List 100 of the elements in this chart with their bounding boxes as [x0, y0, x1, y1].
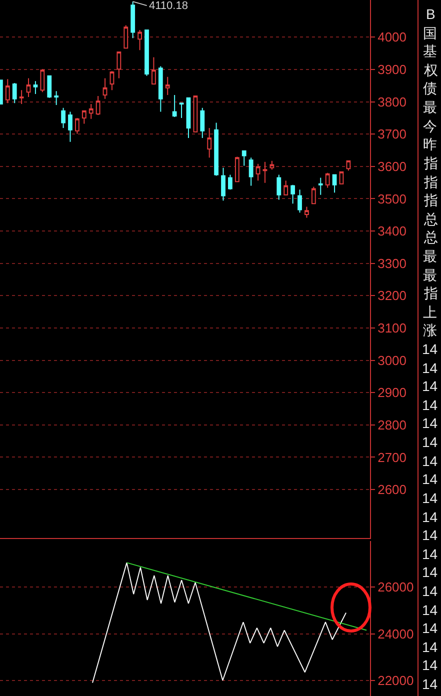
y-tick-label: 2800 — [378, 417, 407, 432]
candlestick — [144, 30, 149, 76]
candlestick — [179, 102, 184, 118]
y-tick-label: 3300 — [378, 256, 407, 271]
candlestick — [311, 186, 316, 204]
candlestick — [346, 160, 351, 172]
text: 总 — [423, 211, 438, 227]
candlestick — [256, 163, 260, 182]
y-tick-label: 3600 — [378, 158, 407, 174]
candlestick — [325, 172, 330, 188]
candlestick — [68, 111, 72, 142]
candlestick — [234, 156, 240, 182]
text: 最 — [423, 267, 437, 283]
text: 基 — [423, 43, 437, 59]
y-tick-label: 3000 — [378, 352, 407, 368]
candlestick — [96, 95, 100, 116]
candlestick — [75, 117, 80, 134]
candlestick — [61, 107, 66, 128]
text: 14 — [422, 583, 438, 599]
text: 14 — [422, 490, 438, 506]
candlestick — [130, 1, 136, 39]
candlestick — [124, 24, 128, 49]
text: 总 — [423, 229, 438, 245]
candlestick — [138, 30, 142, 51]
text: 最 — [423, 99, 437, 115]
candlestick — [276, 174, 282, 200]
candlestick — [102, 78, 108, 100]
text: 债 — [423, 80, 437, 96]
text: 今 — [423, 118, 437, 134]
candlestick — [262, 161, 268, 184]
text: 14 — [422, 564, 438, 580]
text: 最 — [423, 248, 437, 264]
candlestick — [270, 160, 274, 170]
text: 14 — [422, 415, 438, 431]
text: 指 — [423, 192, 438, 208]
candlestick — [26, 78, 31, 98]
candlestick — [214, 122, 218, 176]
candlestick — [242, 150, 246, 166]
text: 14 — [422, 378, 438, 394]
text: 14 — [422, 397, 438, 413]
y-tick-label: 24000 — [378, 626, 414, 642]
y-tick-label: 3900 — [378, 62, 407, 78]
candlestick — [158, 66, 163, 112]
text: 上 — [423, 304, 437, 320]
y-tick-label: 3500 — [378, 191, 407, 206]
candlestick — [172, 94, 177, 118]
candlestick — [110, 70, 114, 91]
y-tick-label: 3800 — [378, 94, 407, 110]
candlestick — [284, 180, 288, 196]
y-tick-label: 4000 — [378, 30, 407, 45]
candlestick — [332, 174, 337, 194]
text: 14 — [422, 527, 438, 543]
text: 14 — [422, 602, 438, 618]
candlestick — [290, 184, 295, 204]
line-series — [92, 562, 347, 684]
text: 14 — [422, 657, 438, 673]
y-tick-label: 26000 — [378, 580, 414, 595]
text: 14 — [422, 360, 438, 376]
text: 涨 — [423, 322, 437, 338]
candlestick — [318, 177, 323, 196]
text: 指 — [423, 285, 438, 301]
text: 14 — [422, 676, 438, 692]
text: 14 — [422, 639, 438, 655]
y-tick-label: 2900 — [378, 385, 407, 400]
text: 14 — [422, 620, 438, 636]
candlestick — [88, 104, 94, 120]
y-tick-label: 3100 — [378, 320, 407, 336]
candlestick — [54, 90, 59, 106]
text: 14 — [422, 546, 438, 562]
candlestick — [193, 95, 198, 132]
y-tick-label: 22000 — [378, 672, 414, 688]
text: 权 — [423, 62, 438, 78]
text: 14 — [422, 471, 438, 487]
candlestick — [47, 75, 52, 98]
candlestick — [228, 174, 232, 190]
candlestick — [298, 189, 302, 214]
candlestick — [152, 56, 156, 85]
annotation: 4110.18 — [149, 0, 188, 12]
candlestick — [12, 82, 17, 104]
candlestick — [304, 206, 309, 218]
y-tick-label: 3700 — [378, 126, 407, 142]
candlestick — [339, 171, 344, 184]
text: 指 — [423, 155, 438, 171]
candlestick — [40, 68, 45, 93]
candlestick — [19, 90, 24, 105]
candlestick — [5, 78, 10, 104]
candlestick — [186, 97, 191, 138]
y-tick-label: 2700 — [378, 450, 407, 465]
candlestick — [207, 127, 212, 158]
text: 14 — [422, 509, 438, 525]
candlestick — [165, 76, 170, 96]
text: 14 — [422, 453, 438, 469]
candlestick — [221, 167, 226, 202]
text: 14 — [422, 434, 438, 450]
candlestick — [33, 80, 38, 95]
candlestick — [82, 110, 86, 124]
candlestick — [200, 107, 205, 138]
candlestick — [248, 157, 254, 186]
y-tick-label: 3400 — [378, 224, 407, 239]
text: 昨 — [423, 136, 437, 152]
